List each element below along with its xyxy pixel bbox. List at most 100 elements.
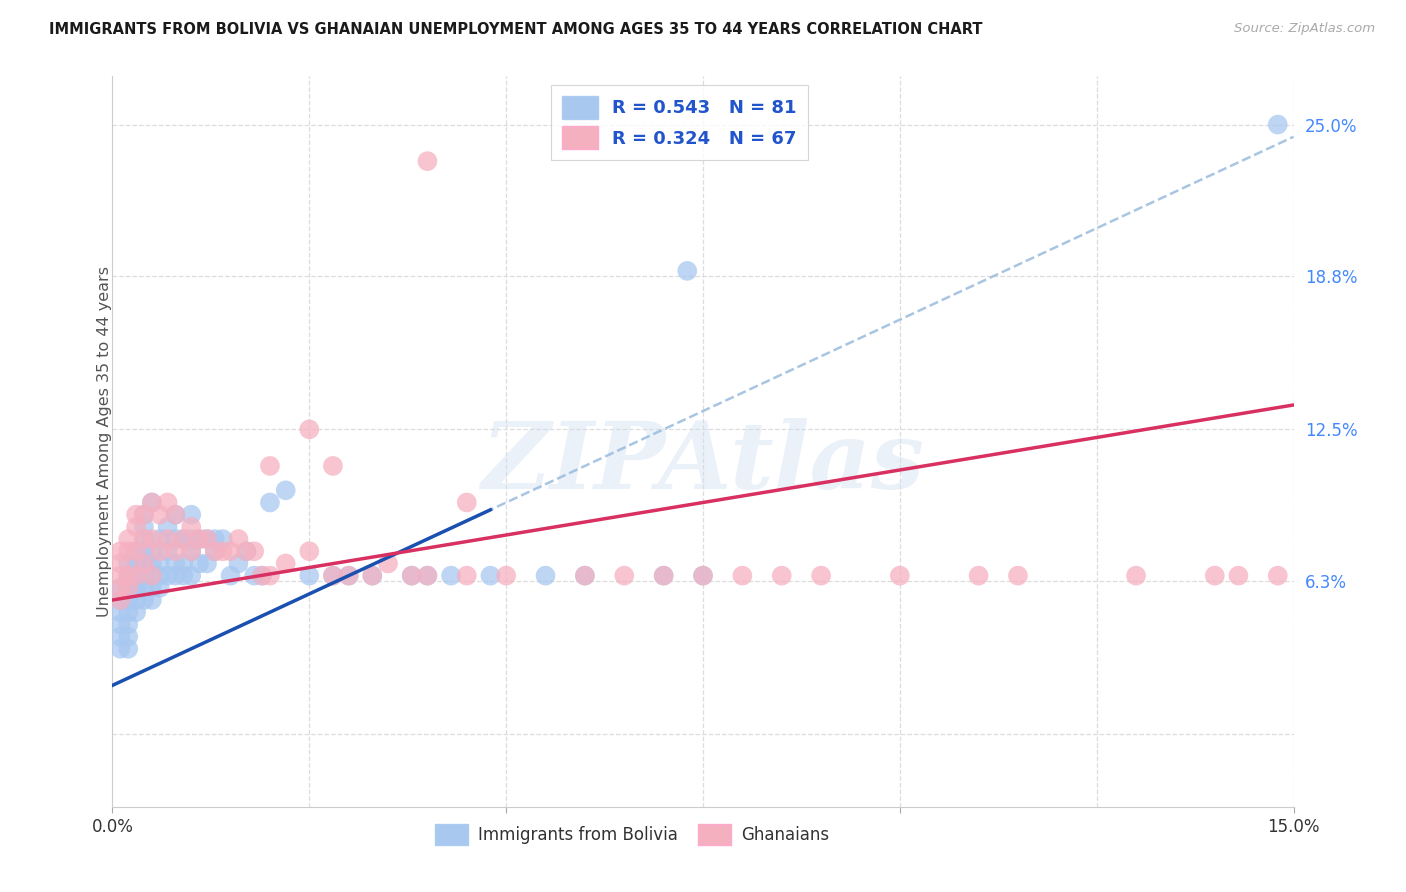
Point <box>132 581 155 595</box>
Point <box>125 520 148 534</box>
Point <box>180 544 202 558</box>
Point <box>250 568 273 582</box>
Point <box>132 593 155 607</box>
Point <box>110 617 132 632</box>
Point <box>125 544 148 558</box>
Point <box>117 568 139 582</box>
Point <box>141 568 163 582</box>
Point <box>401 568 423 582</box>
Point <box>243 568 266 582</box>
Point <box>132 532 155 546</box>
Point <box>141 581 163 595</box>
Point <box>377 557 399 571</box>
Point <box>219 568 242 582</box>
Point <box>889 568 911 582</box>
Point <box>149 544 172 558</box>
Point <box>259 495 281 509</box>
Point <box>188 532 211 546</box>
Point <box>1204 568 1226 582</box>
Point <box>117 617 139 632</box>
Point <box>132 508 155 522</box>
Point <box>110 630 132 644</box>
Point <box>165 508 187 522</box>
Point <box>125 581 148 595</box>
Point <box>110 544 132 558</box>
Point <box>692 568 714 582</box>
Point <box>117 605 139 619</box>
Point <box>125 593 148 607</box>
Point <box>110 593 132 607</box>
Point <box>495 568 517 582</box>
Point <box>149 568 172 582</box>
Point <box>172 568 194 582</box>
Point <box>361 568 384 582</box>
Legend: Immigrants from Bolivia, Ghanaians: Immigrants from Bolivia, Ghanaians <box>429 817 837 852</box>
Point <box>141 568 163 582</box>
Point <box>416 154 439 169</box>
Point <box>456 495 478 509</box>
Point <box>322 458 344 473</box>
Point <box>149 557 172 571</box>
Point <box>479 568 502 582</box>
Point <box>337 568 360 582</box>
Point <box>180 532 202 546</box>
Point <box>211 544 233 558</box>
Point <box>132 557 155 571</box>
Point <box>125 568 148 582</box>
Point <box>204 544 226 558</box>
Point <box>416 568 439 582</box>
Point <box>110 593 132 607</box>
Point <box>652 568 675 582</box>
Point <box>731 568 754 582</box>
Point <box>172 557 194 571</box>
Point <box>1007 568 1029 582</box>
Point <box>180 568 202 582</box>
Y-axis label: Unemployment Among Ages 35 to 44 years: Unemployment Among Ages 35 to 44 years <box>97 266 111 617</box>
Point <box>180 508 202 522</box>
Point <box>117 544 139 558</box>
Point <box>298 544 321 558</box>
Point <box>243 544 266 558</box>
Point <box>110 605 132 619</box>
Point <box>195 532 218 546</box>
Point <box>125 568 148 582</box>
Text: IMMIGRANTS FROM BOLIVIA VS GHANAIAN UNEMPLOYMENT AMONG AGES 35 TO 44 YEARS CORRE: IMMIGRANTS FROM BOLIVIA VS GHANAIAN UNEM… <box>49 22 983 37</box>
Point <box>195 557 218 571</box>
Point <box>165 557 187 571</box>
Point <box>228 532 250 546</box>
Point <box>1267 568 1289 582</box>
Point <box>117 581 139 595</box>
Point <box>125 605 148 619</box>
Point <box>259 568 281 582</box>
Point <box>228 557 250 571</box>
Point <box>165 532 187 546</box>
Point <box>125 544 148 558</box>
Point <box>322 568 344 582</box>
Point <box>188 532 211 546</box>
Point <box>613 568 636 582</box>
Point <box>188 557 211 571</box>
Point <box>125 557 148 571</box>
Point <box>440 568 463 582</box>
Point <box>250 568 273 582</box>
Point <box>195 532 218 546</box>
Point <box>110 568 132 582</box>
Point <box>165 508 187 522</box>
Point <box>180 520 202 534</box>
Point <box>274 483 297 498</box>
Point <box>322 568 344 582</box>
Point <box>574 568 596 582</box>
Text: ZIPAtlas: ZIPAtlas <box>481 418 925 508</box>
Point <box>1125 568 1147 582</box>
Point <box>132 520 155 534</box>
Point <box>110 581 132 595</box>
Point <box>204 544 226 558</box>
Point <box>132 532 155 546</box>
Point <box>156 532 179 546</box>
Point <box>259 458 281 473</box>
Point <box>149 532 172 546</box>
Point <box>967 568 990 582</box>
Point <box>141 544 163 558</box>
Point <box>132 557 155 571</box>
Point <box>219 544 242 558</box>
